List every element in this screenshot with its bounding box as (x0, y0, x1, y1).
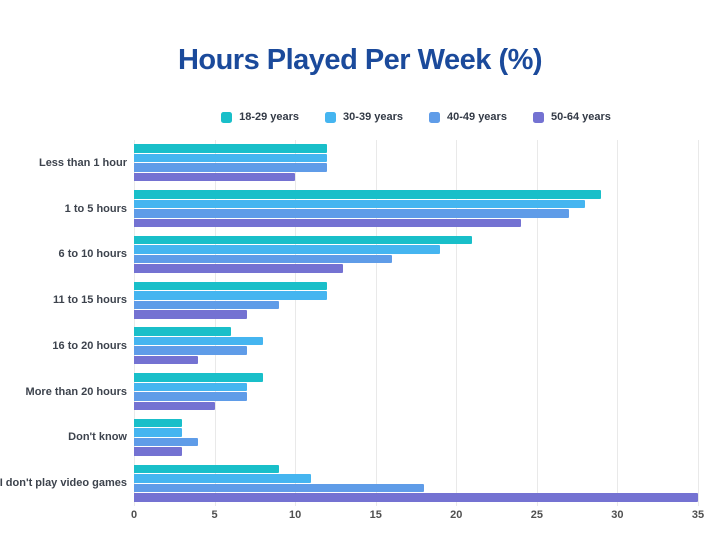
bar-30-39-years (134, 291, 328, 300)
bar-18-29-years (134, 190, 602, 199)
bar-50-64-years (134, 264, 344, 273)
category-label: 6 to 10 hours (58, 248, 127, 261)
bar-40-49-years (134, 163, 328, 172)
x-axis: 0 5 10 15 20 25 30 35 (130, 509, 704, 525)
bar-18-29-years (134, 327, 231, 336)
bar-30-39-years (134, 245, 441, 254)
bar-50-64-years (134, 355, 199, 365)
category-row-don-t-know: Don't know (68, 415, 698, 461)
bar-40-49-years (134, 209, 570, 218)
bar-40-49-years (134, 254, 392, 264)
category-label: Less than 1 hour (38, 156, 127, 169)
bar-50-64-years (134, 493, 698, 502)
bar-40-49-years (134, 300, 280, 310)
bar-40-49-years (134, 483, 425, 493)
bar-18-29-years (134, 373, 263, 382)
legend-label: 18-29 years (239, 111, 300, 123)
category-label: 1 to 5 hours (64, 202, 127, 215)
x-tick-label-0: 0 (130, 509, 138, 521)
x-tick-label-35: 35 (691, 509, 705, 521)
bar-50-64-years (134, 401, 215, 411)
chart-legend: 18-29 years 30-39 years 40-49 years 50-64 y… (134, 111, 698, 123)
category-label: More than 20 hours (25, 385, 127, 398)
x-tick-label-30: 30 (611, 509, 624, 521)
x-tick-label-10: 10 (289, 509, 302, 521)
gridline-x-0 (134, 140, 135, 506)
bar-40-49-years (134, 437, 199, 447)
bar-18-29-years (134, 418, 183, 428)
bar-50-64-years (134, 310, 247, 319)
x-tick-label-15: 15 (369, 509, 382, 521)
gridline-x-20 (456, 140, 458, 506)
bar-30-39-years (134, 336, 263, 346)
legend-label: 30-39 years (343, 111, 403, 123)
bar-40-49-years (134, 346, 247, 355)
bar-50-64-years (134, 218, 521, 228)
category-row-1-to-5-hours: 1 to 5 hours (65, 186, 698, 232)
legend-swatch-icon (429, 111, 440, 123)
category-label: 11 to 15 hours (53, 294, 127, 307)
bar-30-39-years (134, 153, 328, 163)
gridline-x-15 (375, 140, 377, 506)
legend-label: 50-64 years (550, 111, 611, 123)
bar-18-29-years (134, 235, 473, 245)
category-label: I don't play video games (0, 477, 127, 490)
bar-18-29-years (134, 144, 328, 153)
page-title: Hours Played Per Week (%) (177, 44, 543, 76)
bar-18-29-years (134, 464, 280, 474)
gridline-x-10 (295, 140, 297, 506)
bar-40-49-years (134, 392, 247, 401)
plot-area: Less than 1 hour 1 to 5 hours 6 to 10 hour… (0, 140, 699, 506)
legend-swatch-icon (221, 111, 233, 123)
category-label: Don't know (68, 431, 127, 444)
gridline-x-5 (214, 140, 216, 506)
category-row-i-don-t-play-video-games: I don't play video games (0, 460, 698, 506)
gridline-x-25 (536, 140, 538, 506)
legend-swatch-icon (532, 111, 544, 123)
category-row-6-to-10-hours: 6 to 10 hours (59, 232, 698, 278)
legend-swatch-icon (325, 111, 337, 123)
x-tick-label-25: 25 (530, 509, 543, 521)
gridline-x-35 (698, 140, 699, 506)
bar-18-29-years (134, 281, 328, 291)
bar-30-39-years (134, 474, 312, 483)
legend-item-30-39-years: 30-39 years (325, 111, 403, 123)
legend-label: 40-49 years (447, 111, 507, 123)
bar-50-64-years (134, 447, 183, 456)
gridline-x-30 (617, 140, 619, 506)
category-label: 16 to 20 hours (52, 339, 127, 352)
category-row-11-to-15-hours: 11 to 15 hours (53, 277, 698, 323)
x-tick-label-20: 20 (450, 509, 463, 521)
bar-30-39-years (134, 382, 247, 392)
bar-50-64-years (134, 172, 296, 182)
legend-item-18-29-years: 18-29 years (221, 111, 299, 123)
category-row-16-to-20-hours: 16 to 20 hours (52, 323, 698, 369)
legend-item-50-64-years: 50-64 years (532, 111, 611, 123)
bar-30-39-years (134, 428, 183, 437)
bar-30-39-years (134, 199, 586, 209)
x-tick-label-5: 5 (211, 509, 218, 521)
category-row-more-than-20-hours: More than 20 hours (26, 369, 698, 415)
category-row-less-than-1-hour: Less than 1 hour (39, 140, 698, 186)
legend-item-40-49-years: 40-49 years (429, 111, 507, 123)
